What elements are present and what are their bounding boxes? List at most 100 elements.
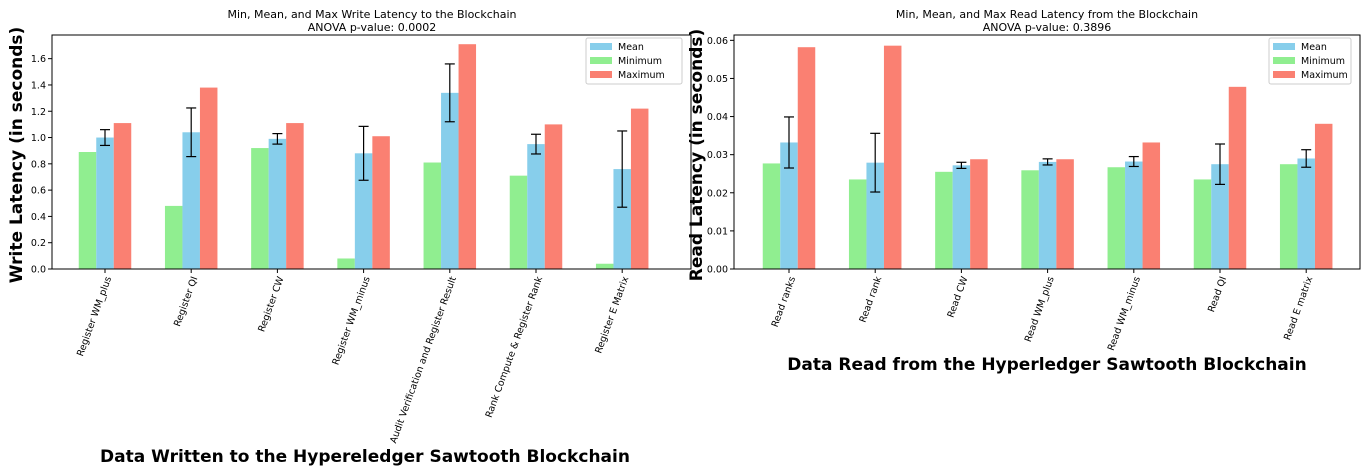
bar-mean-read-rank	[866, 162, 884, 269]
bar-mean-rank-compute-register-rank	[527, 144, 545, 269]
bar-mean-read-cw	[952, 165, 971, 269]
error-bars	[784, 116, 1312, 193]
legend-label-minimum: Minimum	[1301, 56, 1345, 67]
bar-mean-audit-verification-and-register-result	[441, 92, 459, 269]
y-axis: 0.0 0.2 0.4 0.6 0.8 1.0 1.2 1.4 1.6	[31, 54, 52, 276]
chart-title: Min, Mean, and Max Read Latency from the…	[896, 8, 1198, 21]
error-bar-register-wm-minus	[358, 125, 369, 181]
x-tick-label-read-qi: Read QI	[1206, 275, 1229, 314]
bar-maximum-read-wm-minus	[1142, 142, 1161, 269]
error-bar-read-rank	[870, 132, 881, 193]
bars	[78, 44, 649, 270]
legend: Mean Minimum Maximum	[1268, 37, 1352, 85]
bar-minimum-register-e-matrix	[595, 263, 614, 269]
legend-label-minimum: Minimum	[618, 56, 662, 67]
y-tick-label: 1.6	[31, 54, 46, 65]
plot-frame	[733, 34, 1361, 270]
x-tick-label-read-wm-plus: Read WM_plus	[1023, 275, 1057, 344]
legend-label-mean: Mean	[618, 42, 644, 53]
x-tick-label-register-wm-plus: Register WM_plus	[75, 275, 114, 358]
legend-swatch-minimum	[1273, 57, 1295, 64]
bar-maximum-register-wm-plus	[113, 123, 132, 269]
error-bar-read-wm-minus	[1128, 155, 1139, 168]
bar-mean-read-e-matrix	[1297, 158, 1315, 269]
y-tick-label: 0.05	[707, 74, 728, 85]
x-tick-label-register-qi: Register QI	[172, 275, 200, 328]
bar-maximum-read-cw	[970, 159, 988, 269]
error-bar-register-e-matrix	[617, 130, 628, 208]
error-bars	[100, 63, 628, 208]
bar-maximum-register-qi	[199, 87, 218, 269]
legend-label-mean: Mean	[1301, 42, 1327, 53]
bar-maximum-register-e-matrix	[630, 108, 649, 270]
read-latency-chart: Min, Mean, and Max Read Latency from the…	[687, 8, 1361, 375]
bar-mean-read-ranks	[780, 142, 798, 269]
y-tick-label: 1.4	[31, 80, 46, 91]
bar-maximum-read-ranks	[797, 47, 816, 270]
y-tick-label: 0.06	[707, 36, 728, 47]
x-axis: Register WM_plus Register QI Register CW Re…	[75, 269, 631, 445]
bar-maximum-read-qi	[1228, 86, 1247, 269]
write-latency-chart: Min, Mean, and Max Write Latency to the …	[7, 8, 692, 467]
bar-mean-register-cw	[268, 138, 287, 269]
bar-mean-read-wm-minus	[1125, 161, 1143, 269]
y-tick-label: 0.02	[707, 188, 728, 199]
y-tick-label: 1.2	[31, 107, 46, 118]
plot-frame	[51, 34, 692, 270]
legend-swatch-maximum	[590, 71, 612, 78]
legend-swatch-minimum	[590, 57, 612, 64]
error-bar-read-cw	[956, 161, 967, 169]
error-bar-register-cw	[272, 133, 283, 145]
error-bar-register-qi	[186, 107, 197, 158]
x-tick-label-read-wm-minus: Read WM_minus	[1106, 275, 1143, 352]
bar-mean-register-e-matrix	[613, 169, 631, 269]
legend-swatch-mean	[1273, 43, 1295, 50]
bar-mean-read-qi	[1211, 164, 1229, 269]
y-tick-label: 0.8	[31, 159, 46, 170]
bar-minimum-audit-verification-and-register-result	[423, 162, 442, 269]
bar-maximum-rank-compute-register-rank	[544, 124, 563, 269]
bar-minimum-register-qi	[164, 205, 183, 269]
bar-minimum-read-cw	[935, 171, 953, 269]
y-tick-label: 0.00	[707, 265, 728, 276]
x-tick-label-read-e-matrix: Read E matrix	[1282, 275, 1315, 342]
y-tick-label: 0.6	[31, 186, 46, 197]
bar-minimum-read-wm-minus	[1107, 167, 1126, 269]
chart-subtitle: ANOVA p-value: 0.0002	[308, 21, 436, 34]
x-tick-label-register-e-matrix: Register E Matrix	[593, 275, 631, 355]
legend: Mean Minimum Maximum	[585, 37, 683, 85]
chart-subtitle: ANOVA p-value: 0.3896	[983, 21, 1111, 34]
bar-maximum-register-wm-minus	[372, 136, 390, 269]
chart-title: Min, Mean, and Max Write Latency to the …	[227, 8, 516, 21]
x-tick-label-audit-verification-and-register-result: Audit Verification and Register Result	[388, 275, 459, 445]
x-axis-label: Data Read from the Hyperledger Sawtooth …	[787, 355, 1306, 375]
legend-swatch-mean	[590, 43, 612, 50]
x-tick-label-register-cw: Register CW	[256, 275, 286, 334]
x-tick-label-rank-compute-register-rank: Rank Compute & Register Rank	[484, 275, 546, 420]
bar-minimum-read-rank	[848, 179, 867, 269]
error-bar-read-qi	[1215, 143, 1225, 185]
legend-label-maximum: Maximum	[618, 70, 665, 81]
bar-maximum-read-rank	[883, 45, 902, 269]
bar-mean-register-wm-plus	[96, 137, 114, 269]
bar-minimum-read-ranks	[762, 163, 781, 269]
legend-label-maximum: Maximum	[1301, 70, 1348, 81]
x-tick-label-read-ranks: Read ranks	[770, 275, 799, 329]
bars	[762, 45, 1333, 270]
error-bar-register-wm-plus	[100, 129, 110, 147]
y-tick-label: 0.2	[31, 238, 46, 249]
bar-minimum-register-wm-minus	[337, 258, 355, 269]
bar-mean-register-wm-minus	[354, 153, 373, 269]
y-tick-label: 0.4	[31, 212, 46, 223]
x-axis: Read ranks Read rank Read CW Read WM_plus Re…	[770, 269, 1315, 352]
bar-maximum-audit-verification-and-register-result	[458, 44, 477, 270]
bar-minimum-register-wm-plus	[78, 152, 97, 269]
error-bar-read-ranks	[784, 116, 794, 169]
y-axis-label: Write Latency (in seconds)	[7, 27, 27, 284]
bar-mean-read-wm-plus	[1038, 161, 1057, 269]
x-axis-label: Data Written to the Hypereledger Sawtoot…	[100, 447, 630, 466]
error-bar-read-e-matrix	[1301, 149, 1312, 168]
bar-maximum-read-e-matrix	[1314, 123, 1333, 269]
